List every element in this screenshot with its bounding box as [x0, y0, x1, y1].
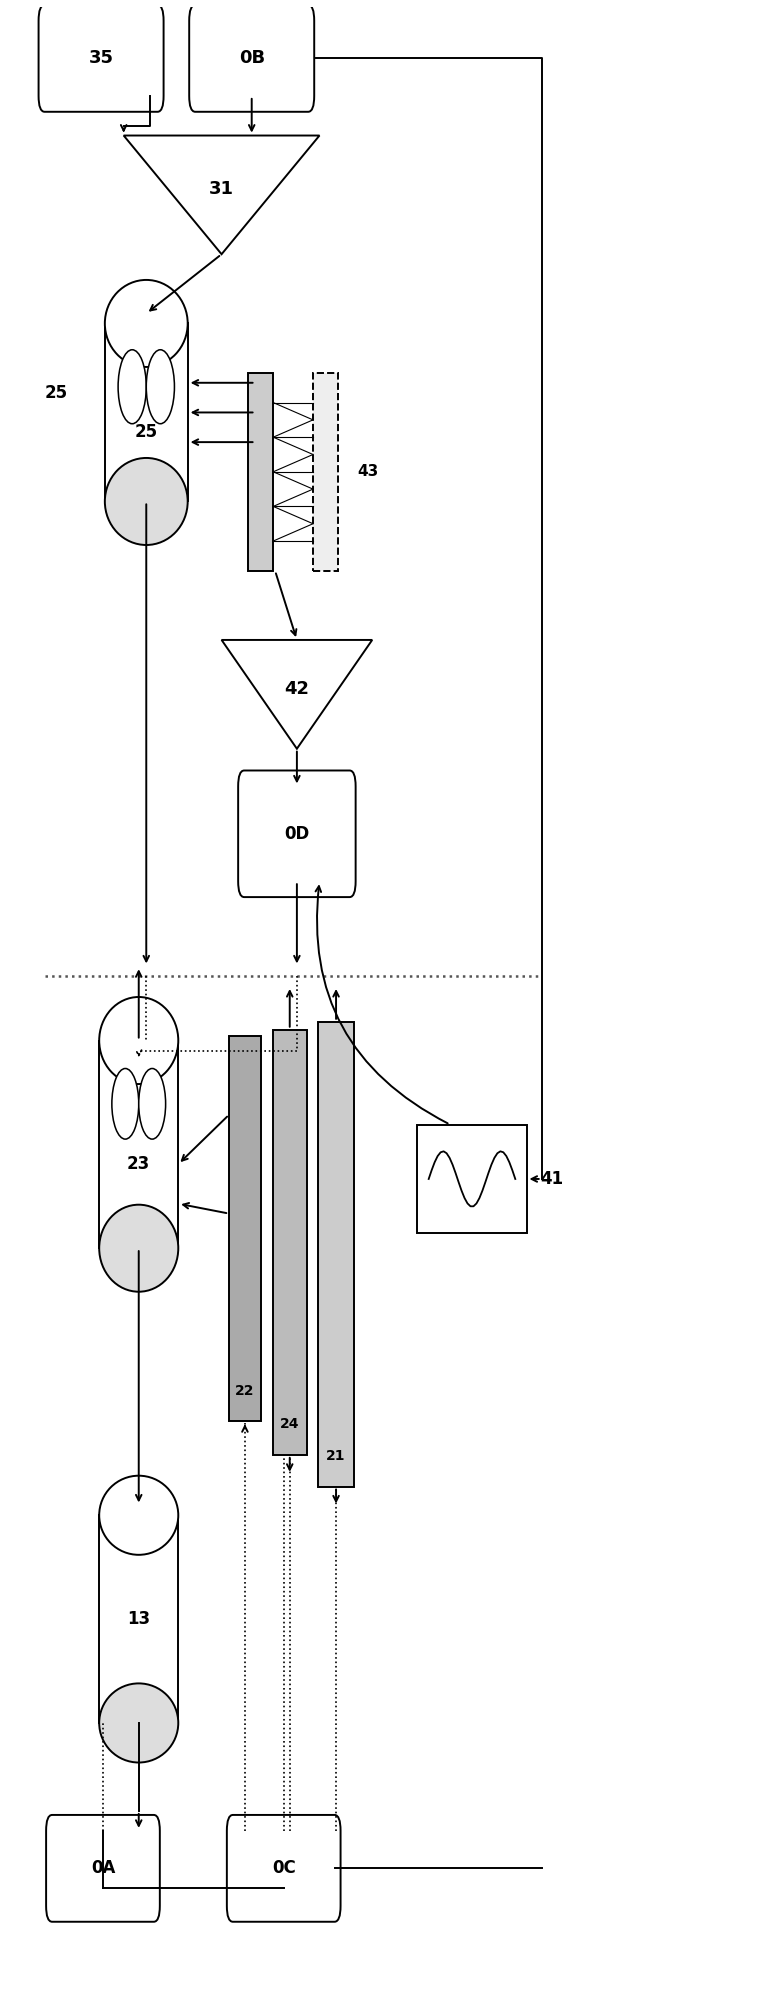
Text: 0B: 0B [239, 50, 265, 68]
Text: 22: 22 [235, 1384, 255, 1398]
Text: 43: 43 [357, 464, 378, 480]
FancyBboxPatch shape [46, 1815, 160, 1922]
FancyBboxPatch shape [38, 4, 163, 112]
Text: 0A: 0A [91, 1859, 115, 1876]
Text: 21: 21 [326, 1448, 346, 1462]
FancyBboxPatch shape [189, 4, 314, 112]
Ellipse shape [99, 1205, 178, 1291]
Bar [229, 1036, 261, 1422]
Bar [99, 1516, 178, 1723]
FancyBboxPatch shape [248, 373, 273, 570]
Bar [99, 1040, 178, 1249]
Bar [105, 323, 188, 502]
Circle shape [146, 351, 174, 424]
Text: 13: 13 [127, 1610, 150, 1627]
Bar [313, 373, 338, 570]
Ellipse shape [105, 458, 188, 546]
Text: 41: 41 [540, 1169, 563, 1187]
Text: 42: 42 [285, 679, 309, 697]
Polygon shape [123, 135, 320, 255]
Text: 24: 24 [280, 1416, 299, 1430]
Circle shape [118, 351, 146, 424]
Text: 23: 23 [127, 1155, 150, 1173]
Text: 0C: 0C [272, 1859, 295, 1876]
Circle shape [112, 1068, 139, 1139]
Bar [417, 1125, 527, 1233]
FancyBboxPatch shape [238, 771, 356, 896]
Text: 35: 35 [88, 50, 114, 68]
Bar [273, 1030, 307, 1454]
Polygon shape [222, 639, 372, 749]
Text: 25: 25 [44, 384, 67, 402]
Circle shape [139, 1068, 166, 1139]
Text: 31: 31 [209, 179, 234, 197]
Ellipse shape [99, 1683, 178, 1763]
Text: 25: 25 [135, 422, 158, 442]
Ellipse shape [105, 281, 188, 367]
Text: 0D: 0D [285, 825, 310, 843]
FancyBboxPatch shape [227, 1815, 341, 1922]
Ellipse shape [99, 996, 178, 1084]
Ellipse shape [99, 1476, 178, 1556]
Bar [318, 1022, 354, 1486]
